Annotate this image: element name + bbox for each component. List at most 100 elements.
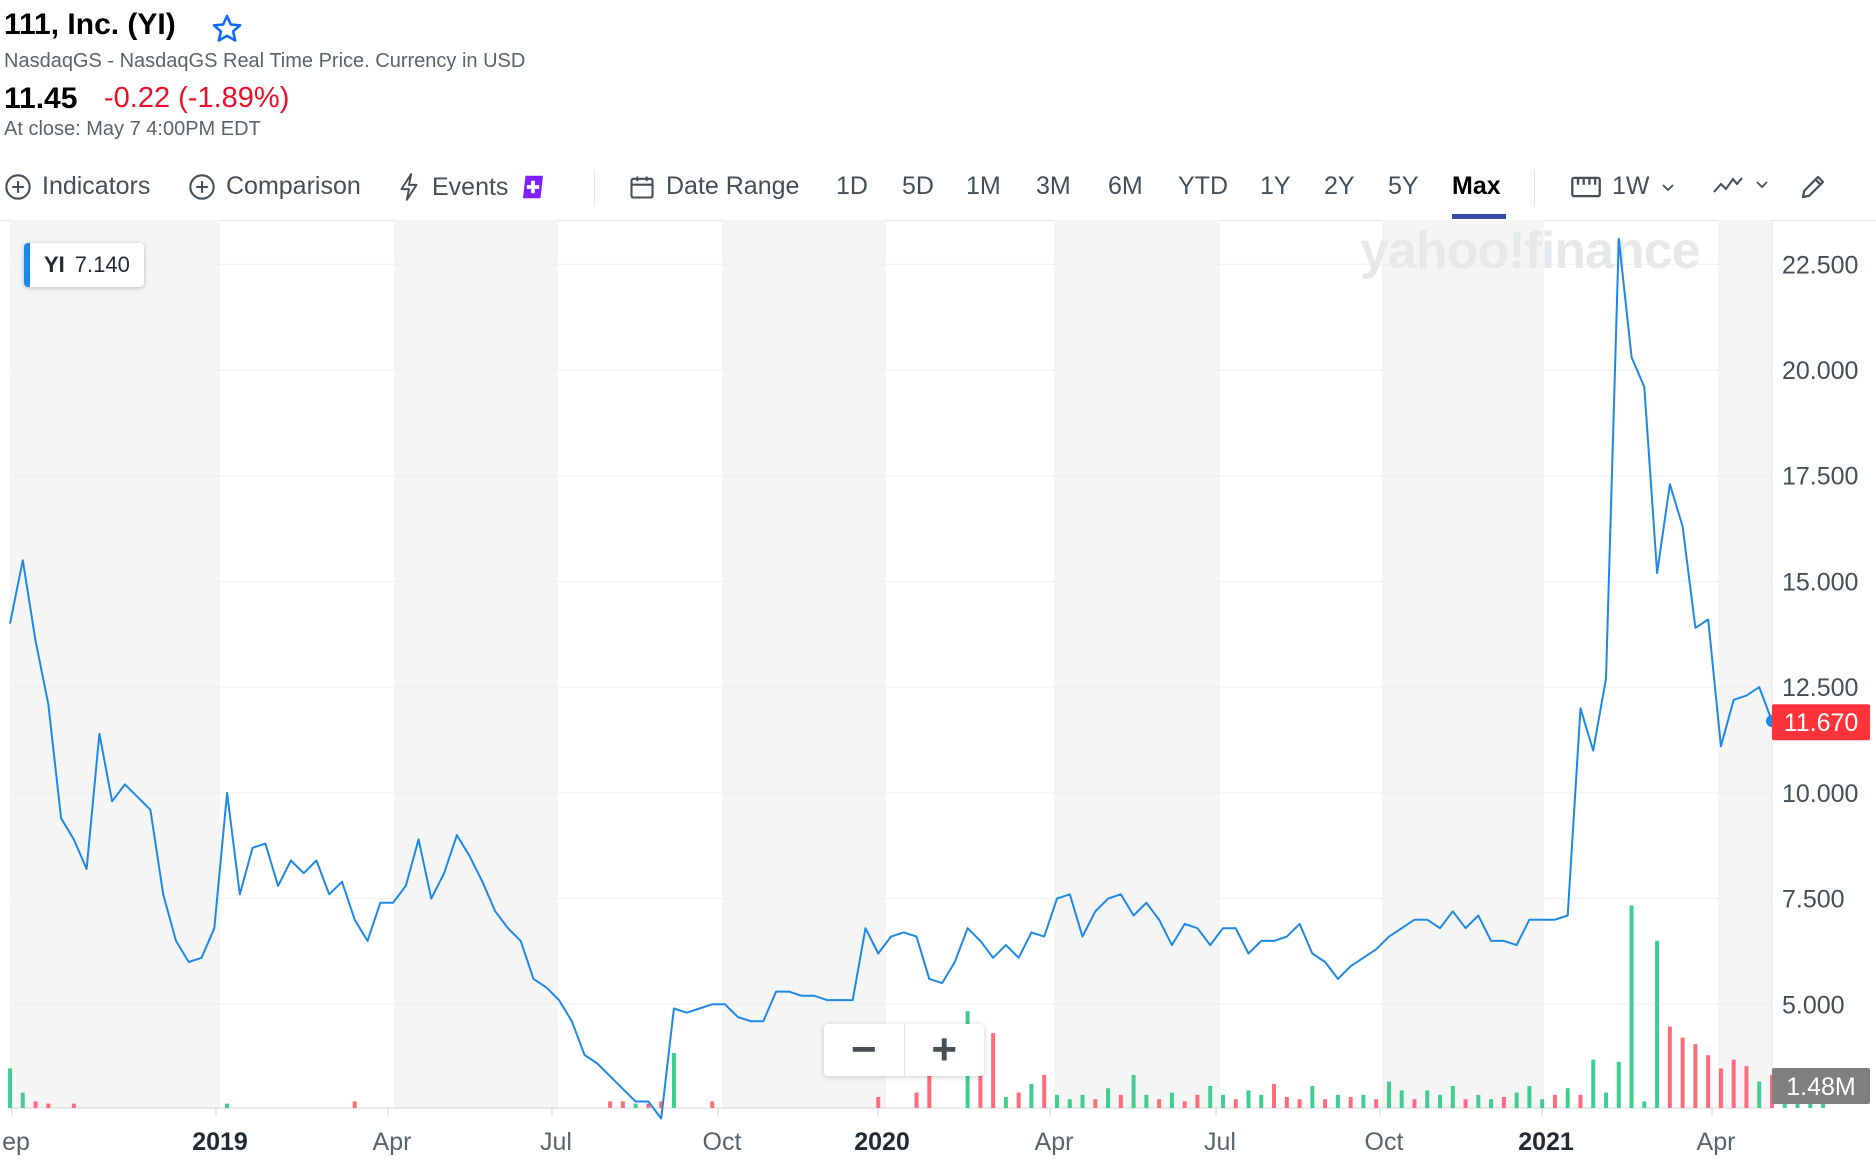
- volume-bar: [1297, 1099, 1302, 1108]
- volume-bar: [1591, 1059, 1596, 1108]
- volume-bar: [1412, 1099, 1417, 1108]
- y-tick-label: 10.000: [1782, 780, 1858, 808]
- volume-bar: [1501, 1097, 1506, 1108]
- calendar-icon: [630, 176, 654, 199]
- volume-bar: [1450, 1086, 1455, 1108]
- volume-bar: [1144, 1094, 1149, 1108]
- draw-button[interactable]: [1798, 172, 1828, 202]
- volume-bar: [1093, 1099, 1098, 1108]
- range-2y[interactable]: 2Y: [1324, 172, 1355, 200]
- lightning-icon: [400, 173, 418, 201]
- current-price-badge-label: 11.670: [1784, 709, 1859, 737]
- interval-dropdown[interactable]: 1W: [1570, 172, 1676, 201]
- price-chart[interactable]: yahoo!finance 22.500 20.000 17.500 15.000 12…: [0, 220, 1876, 1176]
- interval-label: 1W: [1612, 172, 1650, 200]
- star-icon[interactable]: [210, 12, 244, 46]
- volume-bar: [710, 1101, 715, 1108]
- volume-bar: [1323, 1099, 1328, 1108]
- volume-bar: [1029, 1083, 1034, 1108]
- volume-bar: [352, 1101, 357, 1108]
- volume-bar: [1195, 1094, 1200, 1108]
- volume-bar: [1667, 1026, 1672, 1108]
- x-tick-label: ep: [2, 1128, 30, 1156]
- volume-bar: [1642, 1101, 1647, 1108]
- toolbar-divider: [1534, 170, 1535, 206]
- events-button[interactable]: Events: [396, 172, 548, 202]
- events-plus-badge-icon: [523, 175, 544, 199]
- y-tick-label: 22.500: [1782, 251, 1858, 279]
- current-volume-badge-label: 1.48M: [1786, 1073, 1855, 1101]
- series-legend: YI 7.140: [24, 243, 144, 287]
- plus-circle-icon: [189, 173, 215, 200]
- volume-bar: [1706, 1055, 1711, 1108]
- volume-bar: [1655, 940, 1660, 1108]
- volume-bar: [1425, 1090, 1430, 1108]
- volume-bar: [1757, 1081, 1762, 1108]
- volume-bar: [1042, 1075, 1047, 1108]
- quarter-band: [394, 220, 558, 1108]
- volume-bar: [1067, 1099, 1072, 1108]
- y-tick-label: 5.000: [1782, 991, 1845, 1019]
- volume-bar: [1233, 1099, 1238, 1108]
- volume-bar: [659, 1101, 664, 1108]
- line-chart-icon: [1713, 177, 1743, 193]
- current-price-badge: [1772, 704, 1870, 741]
- chevron-down-icon: [1661, 183, 1674, 191]
- date-range-label: Date Range: [666, 172, 800, 200]
- range-max[interactable]: Max: [1452, 172, 1501, 200]
- volume-bar: [1616, 1061, 1621, 1108]
- volume-bar: [1565, 1088, 1570, 1108]
- volume-bar: [1310, 1086, 1315, 1108]
- y-tick-label: 7.500: [1782, 886, 1845, 914]
- range-ytd[interactable]: YTD: [1178, 172, 1228, 200]
- volume-bar: [1272, 1083, 1277, 1108]
- volume-bar: [876, 1097, 881, 1108]
- volume-bar: [1169, 1092, 1174, 1108]
- x-tick-label: Apr: [1035, 1128, 1074, 1156]
- y-tick-label: 17.500: [1782, 463, 1858, 491]
- volume-bar: [671, 1053, 676, 1108]
- range-6m[interactable]: 6M: [1108, 172, 1143, 200]
- x-tick-label: Oct: [1365, 1128, 1404, 1156]
- close-time: At close: May 7 4:00PM EDT: [4, 118, 261, 140]
- volume-bar: [991, 1033, 996, 1108]
- range-1d[interactable]: 1D: [836, 172, 868, 200]
- x-tick-label: Apr: [373, 1128, 412, 1156]
- volume-bar: [8, 1068, 12, 1108]
- volume-bar: [1578, 1094, 1583, 1108]
- zoom-out-button[interactable]: −: [850, 1025, 877, 1074]
- range-3m[interactable]: 3M: [1036, 172, 1071, 200]
- indicators-button[interactable]: Indicators: [4, 172, 150, 201]
- range-5d[interactable]: 5D: [902, 172, 934, 200]
- volume-bar: [1463, 1099, 1468, 1108]
- watermark: yahoo!finance: [1360, 222, 1700, 280]
- x-tick-label: Apr: [1697, 1128, 1736, 1156]
- date-range-button[interactable]: Date Range: [628, 172, 799, 201]
- volume-bar: [914, 1092, 919, 1108]
- comparison-button[interactable]: Comparison: [188, 172, 361, 201]
- chart-type-dropdown[interactable]: [1712, 172, 1770, 196]
- events-label: Events: [432, 172, 509, 201]
- x-tick-label: Jul: [1204, 1128, 1236, 1156]
- volume-bar: [1003, 1097, 1008, 1108]
- volume-bar: [71, 1103, 76, 1108]
- volume-bar: [1348, 1097, 1353, 1108]
- y-tick-label: 20.000: [1782, 357, 1858, 385]
- toolbar-divider: [594, 170, 595, 206]
- volume-bar: [1514, 1092, 1519, 1108]
- volume-bar: [1489, 1099, 1494, 1108]
- range-5y[interactable]: 5Y: [1388, 172, 1419, 200]
- volume-bar: [1731, 1059, 1736, 1108]
- range-1y[interactable]: 1Y: [1260, 172, 1291, 200]
- volume-bar: [1131, 1075, 1136, 1108]
- zoom-in-button[interactable]: +: [903, 1024, 985, 1076]
- volume-bar: [1284, 1097, 1289, 1108]
- volume-bar: [1386, 1081, 1391, 1108]
- volume-bar: [20, 1092, 25, 1108]
- range-1m[interactable]: 1M: [966, 172, 1001, 200]
- volume-bar: [1259, 1094, 1264, 1108]
- quarter-band: [722, 220, 886, 1108]
- price-change: -0.22 (-1.89%): [104, 82, 290, 114]
- legend-value: 7.140: [74, 252, 130, 277]
- volume-bar: [1080, 1094, 1085, 1108]
